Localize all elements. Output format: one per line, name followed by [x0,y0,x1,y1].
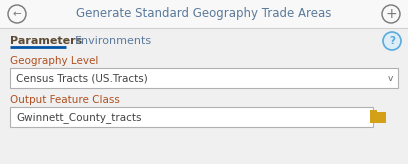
Text: Geography Level: Geography Level [10,56,98,66]
Circle shape [383,32,401,50]
Bar [370,110,377,113]
Bar [10,68,398,88]
Text: ?: ? [389,37,395,47]
Text: +: + [385,8,397,21]
Bar [0,28,408,54]
Text: Output Feature Class: Output Feature Class [10,95,120,105]
Bar [370,112,386,123]
Text: Environments: Environments [75,36,152,46]
Bar [0,0,408,28]
Bar [10,107,373,127]
Text: ←: ← [13,10,21,20]
Text: Parameters: Parameters [10,36,82,46]
Text: Census Tracts (US.Tracts): Census Tracts (US.Tracts) [16,73,148,83]
Text: Gwinnett_County_tracts: Gwinnett_County_tracts [16,112,142,123]
Text: Generate Standard Geography Trade Areas: Generate Standard Geography Trade Areas [76,8,332,20]
Text: v: v [387,74,392,83]
